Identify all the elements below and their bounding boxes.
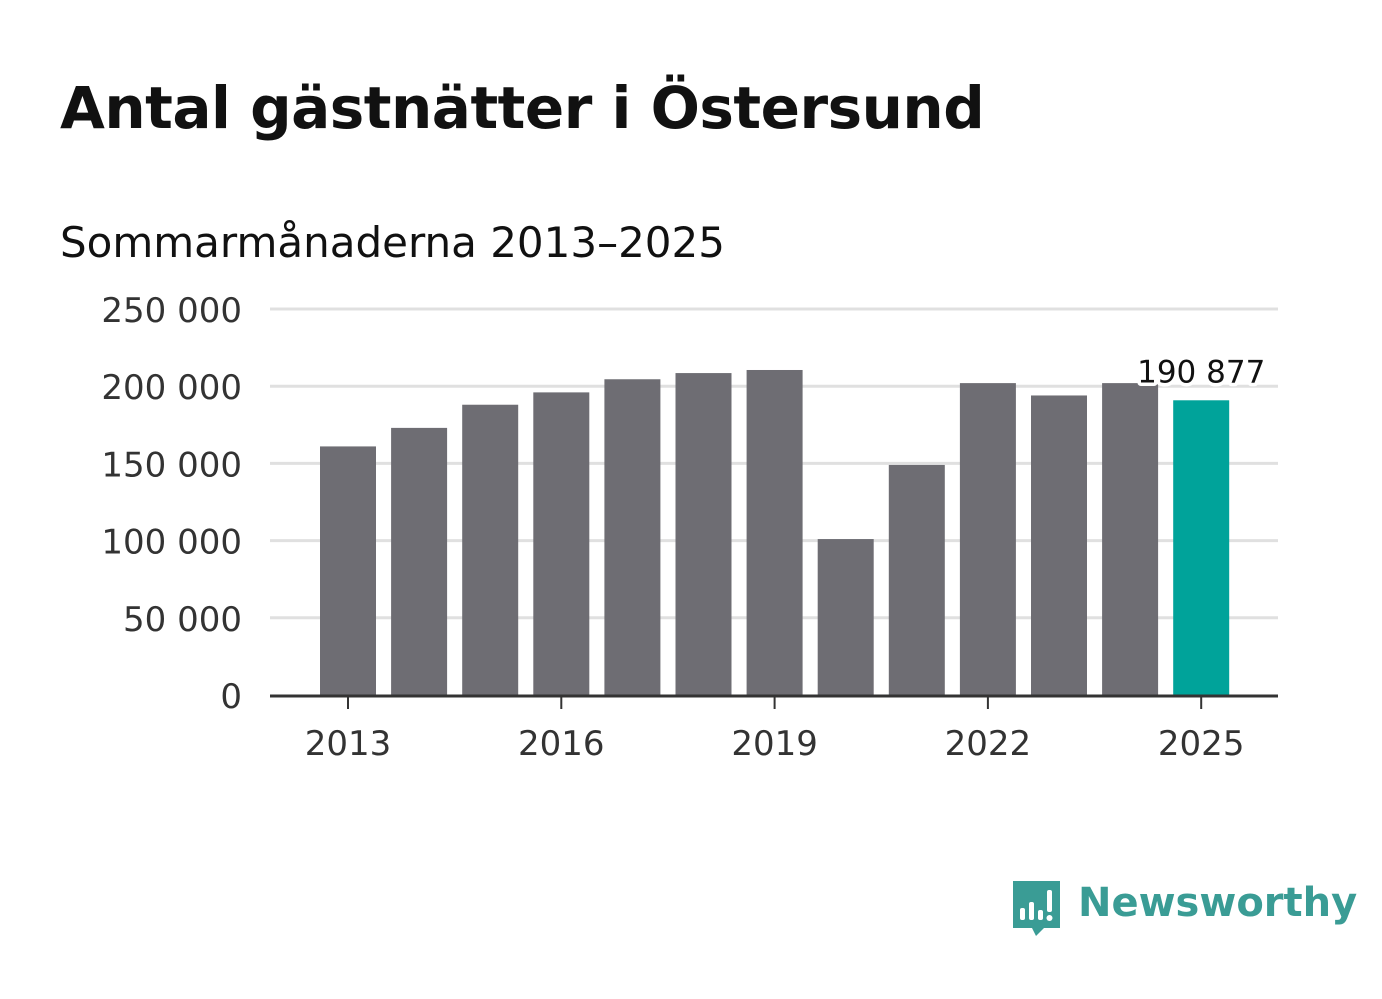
- x-tick-label: 2013: [305, 724, 392, 764]
- axes: [270, 694, 1278, 709]
- bar-2023: [1031, 395, 1087, 695]
- bar-2019: [746, 369, 803, 695]
- x-tick-label: 2019: [731, 724, 818, 764]
- bar-2022: [959, 383, 1016, 695]
- bar-2020: [817, 539, 874, 695]
- bar-2015: [462, 404, 519, 695]
- newsworthy-logo-icon: [1013, 881, 1060, 936]
- brand-name: Newsworthy: [1078, 880, 1358, 926]
- bar-2025: [1173, 400, 1230, 695]
- bar-2021: [888, 464, 945, 695]
- bar-2014: [391, 427, 448, 695]
- bar-2024: [1102, 383, 1159, 695]
- labels: 0 50 000 100 000 150 000 200 000 250 000 2013 2…: [101, 291, 1268, 764]
- newsworthy-logo[interactable]: Newsworthy: [1010, 878, 1357, 942]
- y-tick-label: 200 000: [101, 368, 242, 408]
- bars: [320, 369, 1230, 695]
- data-label-2025: 190 877: [1137, 354, 1265, 390]
- chart-title: Antal gästnätter i Östersund: [60, 74, 985, 142]
- x-tick-label: 2016: [518, 724, 605, 764]
- x-tick-label: 2022: [945, 724, 1032, 764]
- x-tick-label: 2025: [1158, 724, 1245, 764]
- y-tick-label: 100 000: [101, 523, 242, 563]
- y-tick-label: 0: [220, 677, 242, 717]
- y-tick-label: 250 000: [101, 291, 242, 331]
- bar-2018: [675, 373, 732, 695]
- chart-subtitle: Sommarmånaderna 2013–2025: [60, 218, 725, 267]
- bar-2013: [320, 446, 376, 695]
- y-tick-label: 150 000: [101, 445, 242, 485]
- y-tick-label: 50 000: [123, 600, 242, 640]
- bar-2017: [604, 379, 661, 695]
- bar-2016: [533, 392, 590, 695]
